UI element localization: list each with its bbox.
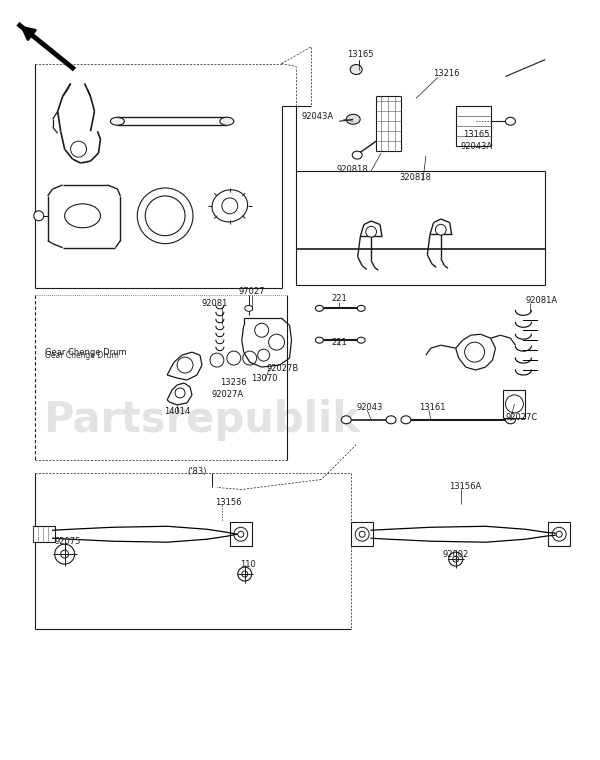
Ellipse shape	[357, 306, 365, 312]
Circle shape	[71, 141, 86, 157]
Text: 92075: 92075	[55, 537, 81, 546]
Circle shape	[34, 211, 44, 221]
Ellipse shape	[220, 117, 234, 125]
Ellipse shape	[505, 117, 515, 125]
Bar	[351, 522, 373, 546]
Circle shape	[464, 342, 485, 362]
Circle shape	[61, 550, 68, 558]
Text: 13236: 13236	[220, 378, 247, 388]
Bar	[503, 390, 526, 418]
Ellipse shape	[245, 306, 253, 312]
Text: 13165: 13165	[463, 130, 489, 139]
Text: 221: 221	[331, 294, 347, 303]
Bar	[456, 106, 491, 146]
Text: 221: 221	[331, 337, 347, 347]
Circle shape	[556, 531, 562, 537]
Text: Gear Chenge Drum: Gear Chenge Drum	[45, 347, 127, 356]
Text: 92081: 92081	[202, 299, 229, 308]
Ellipse shape	[65, 204, 100, 228]
Circle shape	[552, 527, 566, 541]
Text: 97027: 97027	[239, 287, 265, 296]
Text: 13156: 13156	[215, 498, 241, 507]
Text: 13070: 13070	[251, 373, 277, 382]
Circle shape	[355, 527, 369, 541]
Circle shape	[227, 351, 241, 365]
Text: 920818: 920818	[336, 164, 368, 173]
Ellipse shape	[350, 65, 362, 74]
Ellipse shape	[316, 306, 323, 312]
Bar	[230, 522, 252, 546]
Text: Partsrepublik: Partsrepublik	[44, 399, 361, 441]
Circle shape	[453, 556, 458, 562]
Text: 92043A: 92043A	[301, 112, 334, 121]
Ellipse shape	[401, 416, 411, 424]
Text: ('83): ('83)	[187, 467, 206, 476]
Circle shape	[145, 196, 185, 236]
Text: 92027A: 92027A	[212, 391, 244, 400]
Bar	[548, 522, 570, 546]
Circle shape	[177, 357, 193, 373]
Text: 110: 110	[240, 559, 256, 568]
Text: 92002: 92002	[443, 549, 469, 559]
Ellipse shape	[212, 190, 248, 222]
Circle shape	[137, 188, 193, 244]
Circle shape	[210, 353, 224, 367]
Ellipse shape	[316, 337, 323, 344]
Text: 92081A: 92081A	[526, 296, 557, 305]
Circle shape	[436, 224, 446, 235]
Circle shape	[222, 198, 238, 214]
Ellipse shape	[341, 416, 351, 424]
Bar	[33, 526, 55, 542]
Circle shape	[269, 334, 284, 350]
Text: 92027C: 92027C	[505, 413, 538, 423]
Text: 92027B: 92027B	[266, 363, 299, 372]
Circle shape	[243, 351, 257, 365]
Circle shape	[366, 226, 376, 237]
Text: 13156A: 13156A	[449, 482, 481, 491]
Text: Gear Chenge Drum: Gear Chenge Drum	[45, 350, 118, 359]
Circle shape	[238, 567, 252, 581]
Circle shape	[254, 323, 269, 337]
Circle shape	[359, 531, 365, 537]
Ellipse shape	[352, 151, 362, 159]
Text: 13216: 13216	[433, 69, 460, 78]
Circle shape	[449, 553, 463, 566]
Text: 320818: 320818	[399, 173, 431, 182]
Text: 92043A: 92043A	[461, 141, 493, 150]
Circle shape	[242, 571, 248, 577]
Circle shape	[55, 544, 74, 564]
Circle shape	[257, 349, 269, 361]
Ellipse shape	[110, 117, 124, 125]
Text: 92043: 92043	[356, 404, 383, 413]
Circle shape	[175, 388, 185, 398]
Ellipse shape	[357, 337, 365, 344]
Text: 13161: 13161	[419, 404, 445, 413]
Text: 13165: 13165	[347, 50, 374, 59]
Ellipse shape	[386, 416, 396, 424]
Ellipse shape	[346, 114, 360, 124]
Circle shape	[238, 531, 244, 537]
Text: 14014: 14014	[164, 407, 190, 416]
Ellipse shape	[505, 416, 515, 424]
Circle shape	[505, 395, 523, 413]
Circle shape	[234, 527, 248, 541]
